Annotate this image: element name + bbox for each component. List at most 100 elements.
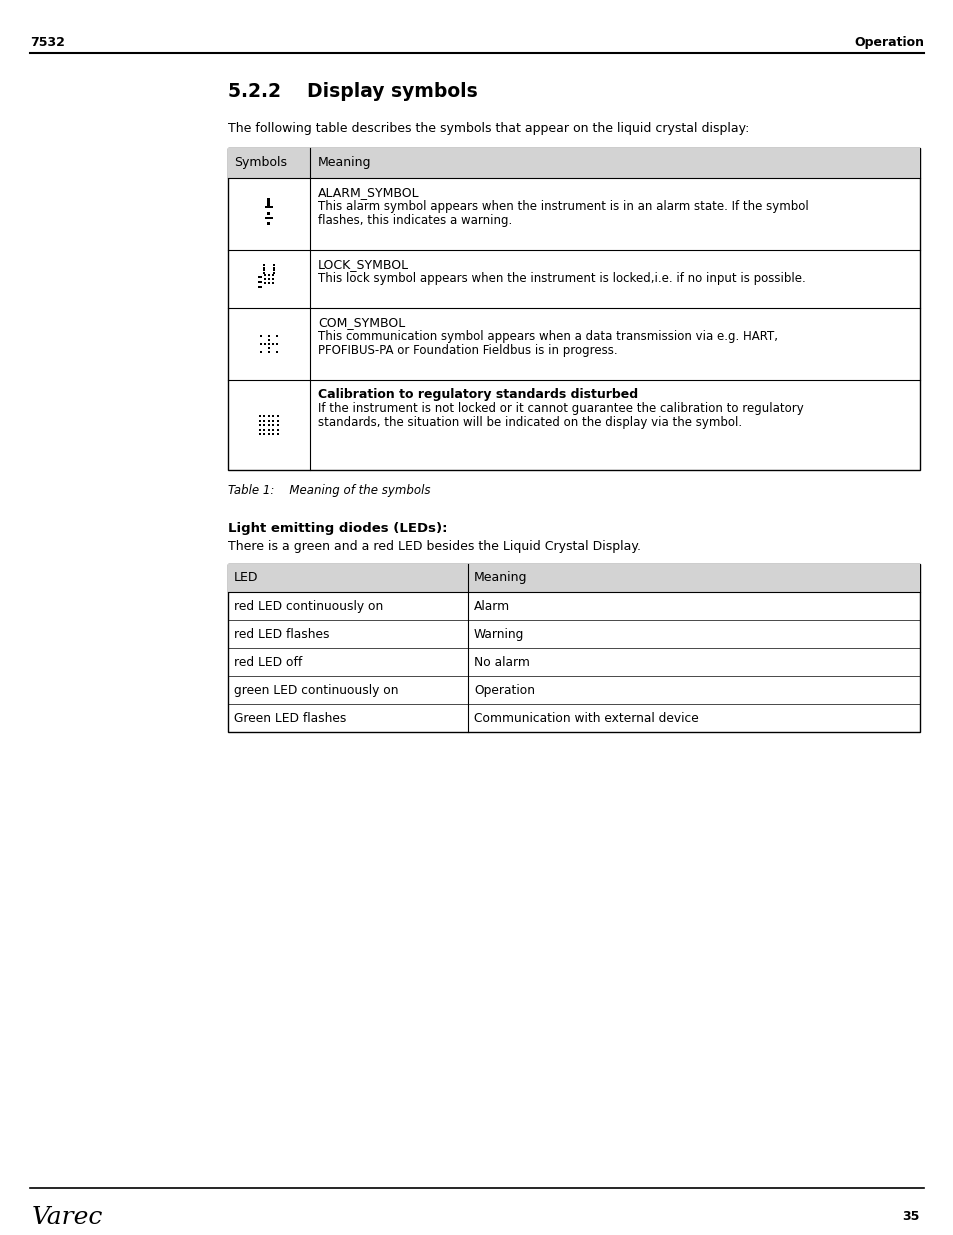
- Bar: [263, 433, 265, 435]
- Bar: [273, 433, 274, 435]
- Bar: [263, 429, 265, 431]
- Text: standards, the situation will be indicated on the display via the symbol.: standards, the situation will be indicat…: [317, 416, 741, 429]
- Bar: [268, 433, 270, 435]
- Bar: [268, 343, 270, 346]
- Bar: [272, 274, 274, 275]
- Bar: [268, 282, 270, 284]
- Bar: [260, 282, 261, 283]
- Bar: [228, 564, 919, 732]
- Bar: [267, 222, 271, 225]
- Bar: [260, 351, 262, 353]
- Bar: [264, 282, 266, 284]
- Bar: [272, 343, 274, 346]
- Bar: [258, 287, 259, 288]
- Text: If the instrument is not locked or it cannot guarantee the calibration to regula: If the instrument is not locked or it ca…: [317, 403, 803, 415]
- Bar: [263, 420, 265, 421]
- Text: This communication symbol appears when a data transmission via e.g. HART,: This communication symbol appears when a…: [317, 330, 778, 343]
- Text: red LED continuously on: red LED continuously on: [233, 600, 383, 613]
- Bar: [260, 277, 261, 278]
- Bar: [268, 420, 270, 421]
- Bar: [268, 429, 270, 431]
- Text: 5.2.2    Display symbols: 5.2.2 Display symbols: [228, 82, 477, 101]
- Bar: [273, 269, 274, 270]
- Bar: [276, 420, 278, 421]
- Bar: [273, 429, 274, 431]
- Bar: [267, 198, 271, 207]
- Bar: [268, 347, 270, 350]
- Text: No alarm: No alarm: [474, 656, 529, 669]
- Bar: [258, 433, 261, 435]
- Bar: [273, 267, 274, 268]
- Text: Operation: Operation: [853, 36, 923, 49]
- Bar: [268, 415, 270, 417]
- Bar: [263, 267, 265, 268]
- Text: There is a green and a red LED besides the Liquid Crystal Display.: There is a green and a red LED besides t…: [228, 540, 640, 553]
- Bar: [260, 335, 262, 337]
- Text: ALARM_SYMBOL: ALARM_SYMBOL: [317, 186, 419, 199]
- Bar: [228, 148, 919, 178]
- Text: Warning: Warning: [474, 629, 524, 641]
- Bar: [258, 429, 261, 431]
- Text: The following table describes the symbols that appear on the liquid crystal disp: The following table describes the symbol…: [228, 122, 749, 135]
- Bar: [259, 343, 262, 346]
- Bar: [268, 424, 270, 426]
- Bar: [258, 415, 261, 417]
- Text: Alarm: Alarm: [474, 600, 510, 613]
- Bar: [268, 335, 270, 337]
- Text: 7532: 7532: [30, 36, 65, 49]
- Bar: [273, 272, 274, 273]
- Bar: [272, 282, 274, 284]
- Bar: [276, 424, 278, 426]
- Text: Meaning: Meaning: [474, 571, 527, 584]
- Bar: [275, 351, 277, 353]
- Bar: [273, 420, 274, 421]
- Bar: [258, 277, 259, 278]
- Text: LED: LED: [233, 571, 258, 584]
- Text: 35: 35: [902, 1210, 919, 1223]
- Bar: [276, 415, 278, 417]
- Bar: [265, 217, 273, 219]
- Bar: [268, 338, 270, 341]
- Bar: [260, 287, 261, 288]
- Text: Meaning: Meaning: [317, 156, 371, 169]
- Bar: [263, 269, 265, 270]
- Bar: [264, 274, 266, 275]
- Text: LOCK_SYMBOL: LOCK_SYMBOL: [317, 258, 409, 270]
- Bar: [268, 274, 270, 275]
- Text: PFOFIBUS-PA or Foundation Fieldbus is in progress.: PFOFIBUS-PA or Foundation Fieldbus is in…: [317, 345, 617, 357]
- Text: Light emitting diodes (LEDs):: Light emitting diodes (LEDs):: [228, 522, 447, 535]
- Text: Green LED flashes: Green LED flashes: [233, 713, 346, 725]
- Bar: [263, 424, 265, 426]
- Bar: [258, 282, 259, 283]
- Bar: [272, 278, 274, 280]
- Text: Table 1:    Meaning of the symbols: Table 1: Meaning of the symbols: [228, 484, 430, 496]
- Bar: [276, 429, 278, 431]
- Bar: [273, 424, 274, 426]
- Text: Operation: Operation: [474, 684, 535, 697]
- Bar: [275, 335, 277, 337]
- Text: flashes, this indicates a warning.: flashes, this indicates a warning.: [317, 214, 512, 227]
- Text: Symbols: Symbols: [233, 156, 287, 169]
- Bar: [263, 264, 265, 266]
- Bar: [263, 415, 265, 417]
- Bar: [276, 433, 278, 435]
- Bar: [273, 415, 274, 417]
- Text: This alarm symbol appears when the instrument is in an alarm state. If the symbo: This alarm symbol appears when the instr…: [317, 200, 808, 212]
- Bar: [228, 148, 919, 471]
- Bar: [273, 264, 274, 266]
- Text: This lock symbol appears when the instrument is locked,i.e. if no input is possi: This lock symbol appears when the instru…: [317, 272, 805, 285]
- Text: Varec: Varec: [32, 1207, 103, 1230]
- Bar: [268, 351, 270, 353]
- Bar: [263, 272, 265, 273]
- Bar: [275, 343, 278, 346]
- Bar: [258, 424, 261, 426]
- Text: green LED continuously on: green LED continuously on: [233, 684, 398, 697]
- Bar: [267, 212, 271, 215]
- Bar: [258, 420, 261, 421]
- Text: COM_SYMBOL: COM_SYMBOL: [317, 316, 405, 329]
- Bar: [268, 278, 270, 280]
- Bar: [268, 343, 270, 346]
- Text: red LED off: red LED off: [233, 656, 302, 669]
- Bar: [228, 564, 919, 592]
- Text: red LED flashes: red LED flashes: [233, 629, 329, 641]
